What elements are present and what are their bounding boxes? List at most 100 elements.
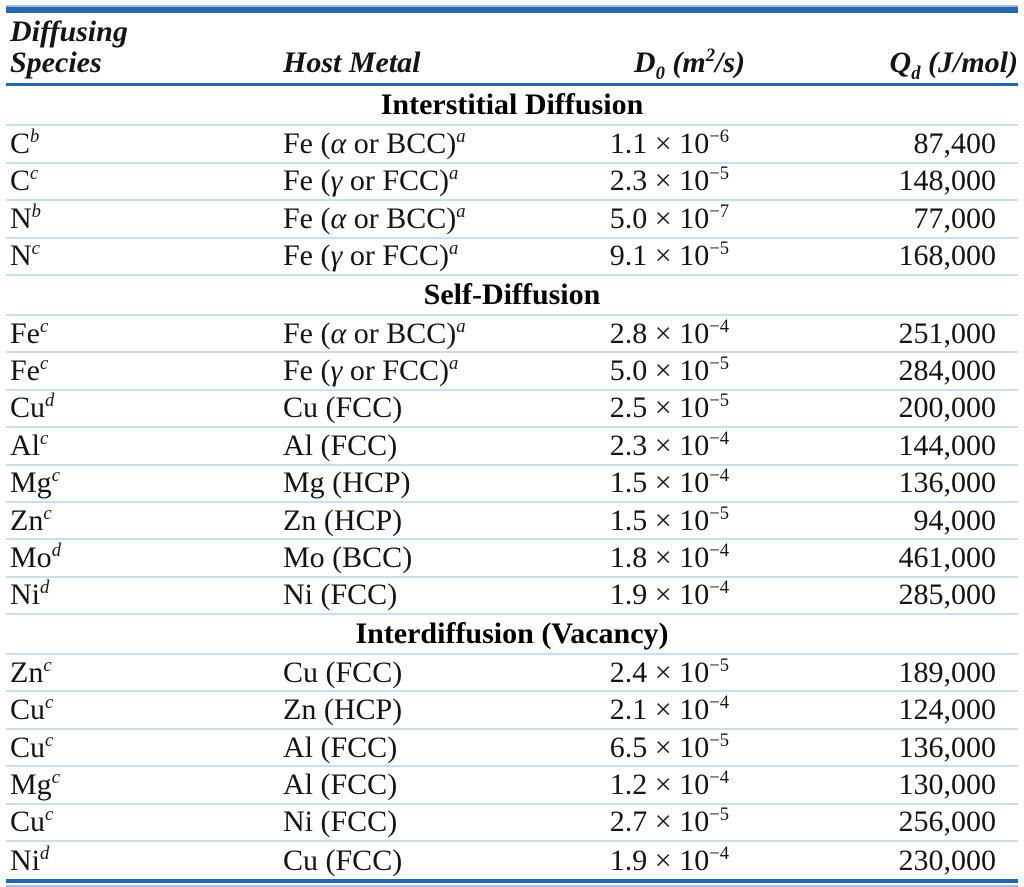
species-symbol: Cu bbox=[10, 805, 46, 839]
host-metal: Fe (α or BCC) bbox=[283, 201, 457, 235]
species-symbol: N bbox=[10, 239, 32, 273]
table-row: Cb Fe (α or BCC)a 1.1 × 10−6 87,400 bbox=[6, 126, 1018, 164]
table-row: Fec Fe (γ or FCC)a 5.0 × 10−5 284,000 bbox=[6, 353, 1018, 391]
d0-exponent: −4 bbox=[709, 465, 729, 487]
d0-exponent: −6 bbox=[709, 126, 729, 148]
d0-units-pre: (m bbox=[664, 46, 706, 80]
species-footnote-marker: d bbox=[45, 390, 55, 412]
qd-units: (J/mol) bbox=[920, 46, 1018, 80]
host-footnote-marker: a bbox=[449, 353, 459, 375]
qd-cell: 189,000 bbox=[745, 656, 1018, 690]
qd-value: 284,000 bbox=[898, 354, 997, 388]
table-row: Mgc Al (FCC) 1.2 × 10−4 130,000 bbox=[6, 766, 1018, 805]
host-cell: Ni (FCC) bbox=[283, 578, 515, 612]
host-cell: Fe (γ or FCC)a bbox=[283, 354, 515, 388]
species-footnote-marker: c bbox=[51, 766, 60, 788]
d0-mantissa: 2.8 × 10 bbox=[609, 316, 710, 350]
host-cell: Ni (FCC) bbox=[283, 805, 515, 839]
qd-value: 94,000 bbox=[913, 503, 997, 537]
d0-mantissa: 1.9 × 10 bbox=[609, 578, 710, 612]
host-footnote-marker: a bbox=[456, 200, 466, 222]
d0-cell: 5.0 × 10−5 bbox=[515, 354, 745, 388]
d0-cell: 2.1 × 10−4 bbox=[515, 693, 745, 727]
d0-exponent: −4 bbox=[709, 842, 729, 864]
table-row: Cuc Al (FCC) 6.5 × 10−5 136,000 bbox=[6, 730, 1018, 768]
host-cell: Cu (FCC) bbox=[283, 844, 515, 878]
species-cell: Cuc bbox=[6, 805, 283, 839]
table-row: Nid Cu (FCC) 1.9 × 10−4 230,000 bbox=[6, 842, 1018, 879]
species-symbol: Zn bbox=[10, 655, 44, 689]
qd-value: 461,000 bbox=[898, 540, 997, 574]
d0-exponent: −5 bbox=[709, 163, 729, 185]
d0-symbol: D bbox=[633, 46, 656, 80]
species-footnote-marker: c bbox=[45, 729, 54, 751]
qd-symbol: Q bbox=[889, 46, 912, 80]
species-symbol: Cu bbox=[10, 693, 46, 727]
table-row: Mgc Mg (HCP) 1.5 × 10−4 136,000 bbox=[6, 466, 1018, 503]
column-header-host: Host Metal bbox=[283, 46, 421, 80]
host-cell: Mo (BCC) bbox=[283, 541, 515, 575]
species-footnote-marker: c bbox=[40, 353, 49, 375]
section-heading-label: Self-Diffusion bbox=[423, 277, 601, 311]
qd-value: 136,000 bbox=[898, 730, 997, 764]
species-cell: Alc bbox=[6, 429, 283, 463]
d0-exponent: −4 bbox=[709, 766, 729, 788]
bottom-rule-light bbox=[6, 885, 1018, 887]
d0-cell: 1.5 × 10−5 bbox=[515, 504, 745, 538]
d0-exponent: −4 bbox=[709, 692, 729, 714]
host-metal: Zn (HCP) bbox=[283, 503, 403, 537]
d0-cell: 2.3 × 10−4 bbox=[515, 429, 745, 463]
host-metal: Cu (FCC) bbox=[283, 391, 403, 425]
host-cell: Fe (α or BCC)a bbox=[283, 202, 515, 236]
d0-exponent: −4 bbox=[709, 427, 729, 449]
host-metal: Al (FCC) bbox=[283, 767, 398, 801]
qd-cell: 130,000 bbox=[745, 768, 1018, 802]
host-metal: Ni (FCC) bbox=[283, 578, 398, 612]
species-symbol: Mg bbox=[10, 466, 52, 500]
host-metal: Al (FCC) bbox=[283, 730, 398, 764]
d0-exponent: −5 bbox=[709, 502, 729, 524]
species-symbol: Ni bbox=[10, 578, 40, 612]
species-cell: Cuc bbox=[6, 731, 283, 765]
d0-exponent: −4 bbox=[709, 539, 729, 561]
host-cell: Al (FCC) bbox=[283, 768, 515, 802]
table-body: Interstitial Diffusion Cb Fe (α or BCC)a… bbox=[6, 86, 1018, 879]
qd-value: 251,000 bbox=[898, 316, 997, 350]
d0-cell: 9.1 × 10−5 bbox=[515, 239, 745, 273]
table-row: Alc Al (FCC) 2.3 × 10−4 144,000 bbox=[6, 428, 1018, 466]
d0-cell: 1.9 × 10−4 bbox=[515, 578, 745, 612]
species-footnote-marker: c bbox=[51, 465, 60, 487]
qd-value: 87,400 bbox=[913, 127, 997, 161]
qd-cell: 284,000 bbox=[745, 354, 1018, 388]
host-footnote-marker: a bbox=[456, 315, 466, 337]
qd-value: 124,000 bbox=[898, 693, 997, 727]
d0-cell: 2.4 × 10−5 bbox=[515, 656, 745, 690]
species-footnote-marker: d bbox=[40, 842, 50, 864]
qd-value: 144,000 bbox=[898, 428, 997, 462]
species-cell: Mod bbox=[6, 541, 283, 575]
host-metal: Zn (HCP) bbox=[283, 693, 403, 727]
qd-cell: 200,000 bbox=[745, 391, 1018, 425]
host-metal: Mo (BCC) bbox=[283, 540, 413, 574]
table-row: Mod Mo (BCC) 1.8 × 10−4 461,000 bbox=[6, 539, 1018, 578]
species-footnote-marker: c bbox=[40, 315, 49, 337]
species-symbol: Al bbox=[10, 428, 40, 462]
host-cell: Fe (γ or FCC)a bbox=[283, 239, 515, 273]
host-metal: Fe (γ or FCC) bbox=[283, 239, 450, 273]
d0-mantissa: 1.8 × 10 bbox=[609, 540, 710, 574]
qd-cell: 124,000 bbox=[745, 693, 1018, 727]
d0-subscript: 0 bbox=[655, 63, 665, 85]
qd-cell: 94,000 bbox=[745, 504, 1018, 538]
qd-value: 168,000 bbox=[898, 239, 997, 273]
host-cell: Mg (HCP) bbox=[283, 466, 515, 500]
d0-mantissa: 1.9 × 10 bbox=[609, 843, 710, 877]
d0-exponent: −5 bbox=[709, 804, 729, 826]
d0-cell: 2.5 × 10−5 bbox=[515, 391, 745, 425]
table-row: Cud Cu (FCC) 2.5 × 10−5 200,000 bbox=[6, 390, 1018, 429]
species-footnote-marker: c bbox=[30, 163, 39, 185]
d0-cell: 2.7 × 10−5 bbox=[515, 805, 745, 839]
d0-exponent: −4 bbox=[709, 577, 729, 599]
species-cell: Cb bbox=[6, 127, 283, 161]
column-header-species: Diffusing Species bbox=[6, 16, 283, 79]
qd-cell: 87,400 bbox=[745, 127, 1018, 161]
